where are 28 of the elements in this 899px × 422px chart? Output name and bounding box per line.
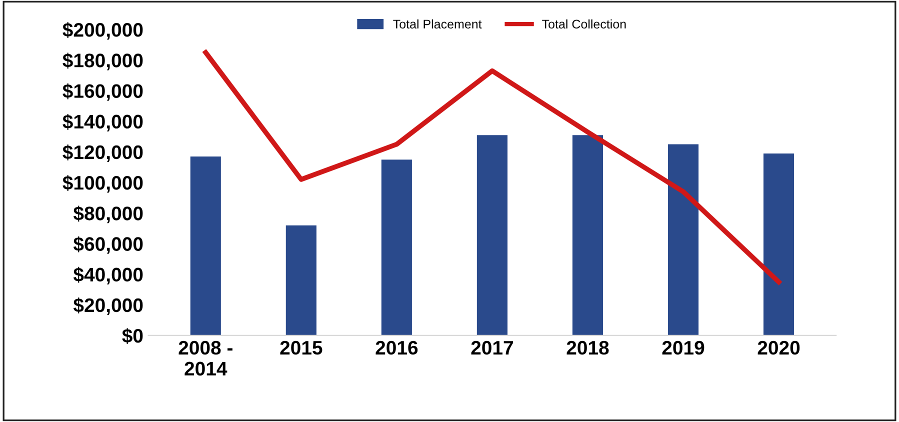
x-tick-label: 2019 — [662, 340, 704, 355]
y-tick-label: $20,000 — [73, 298, 143, 315]
y-tick-label: $100,000 — [62, 175, 143, 193]
x-tick-label: 2016 — [376, 340, 418, 355]
y-tick-label: $160,000 — [62, 83, 143, 101]
bar — [476, 135, 508, 336]
bar — [381, 160, 412, 336]
x-tick-label: 2017 — [471, 340, 513, 355]
x-tick-label: 2018 — [566, 340, 609, 355]
line-series — [203, 50, 782, 284]
y-tick-label: $120,000 — [62, 144, 143, 162]
bar — [572, 135, 604, 336]
x-tick-label: 2008 - 2014 — [178, 340, 232, 376]
bar — [190, 156, 221, 336]
y-tick-label: $60,000 — [73, 236, 143, 254]
legend-label: Total Placement — [393, 19, 482, 29]
y-tick-label: $0 — [122, 328, 143, 344]
y-tick-label: $40,000 — [73, 266, 143, 284]
y-tick-label: $140,000 — [62, 114, 143, 132]
y-tick-label: $180,000 — [62, 52, 143, 70]
x-tick-label: 2015 — [280, 340, 322, 355]
bar — [763, 153, 794, 336]
y-tick-label: $200,000 — [62, 22, 143, 40]
legend-label: Total Collection — [542, 19, 626, 29]
bar — [286, 225, 316, 336]
y-tick-label: $80,000 — [73, 206, 143, 224]
x-tick-label: 2020 — [758, 340, 800, 355]
bar — [668, 144, 699, 336]
